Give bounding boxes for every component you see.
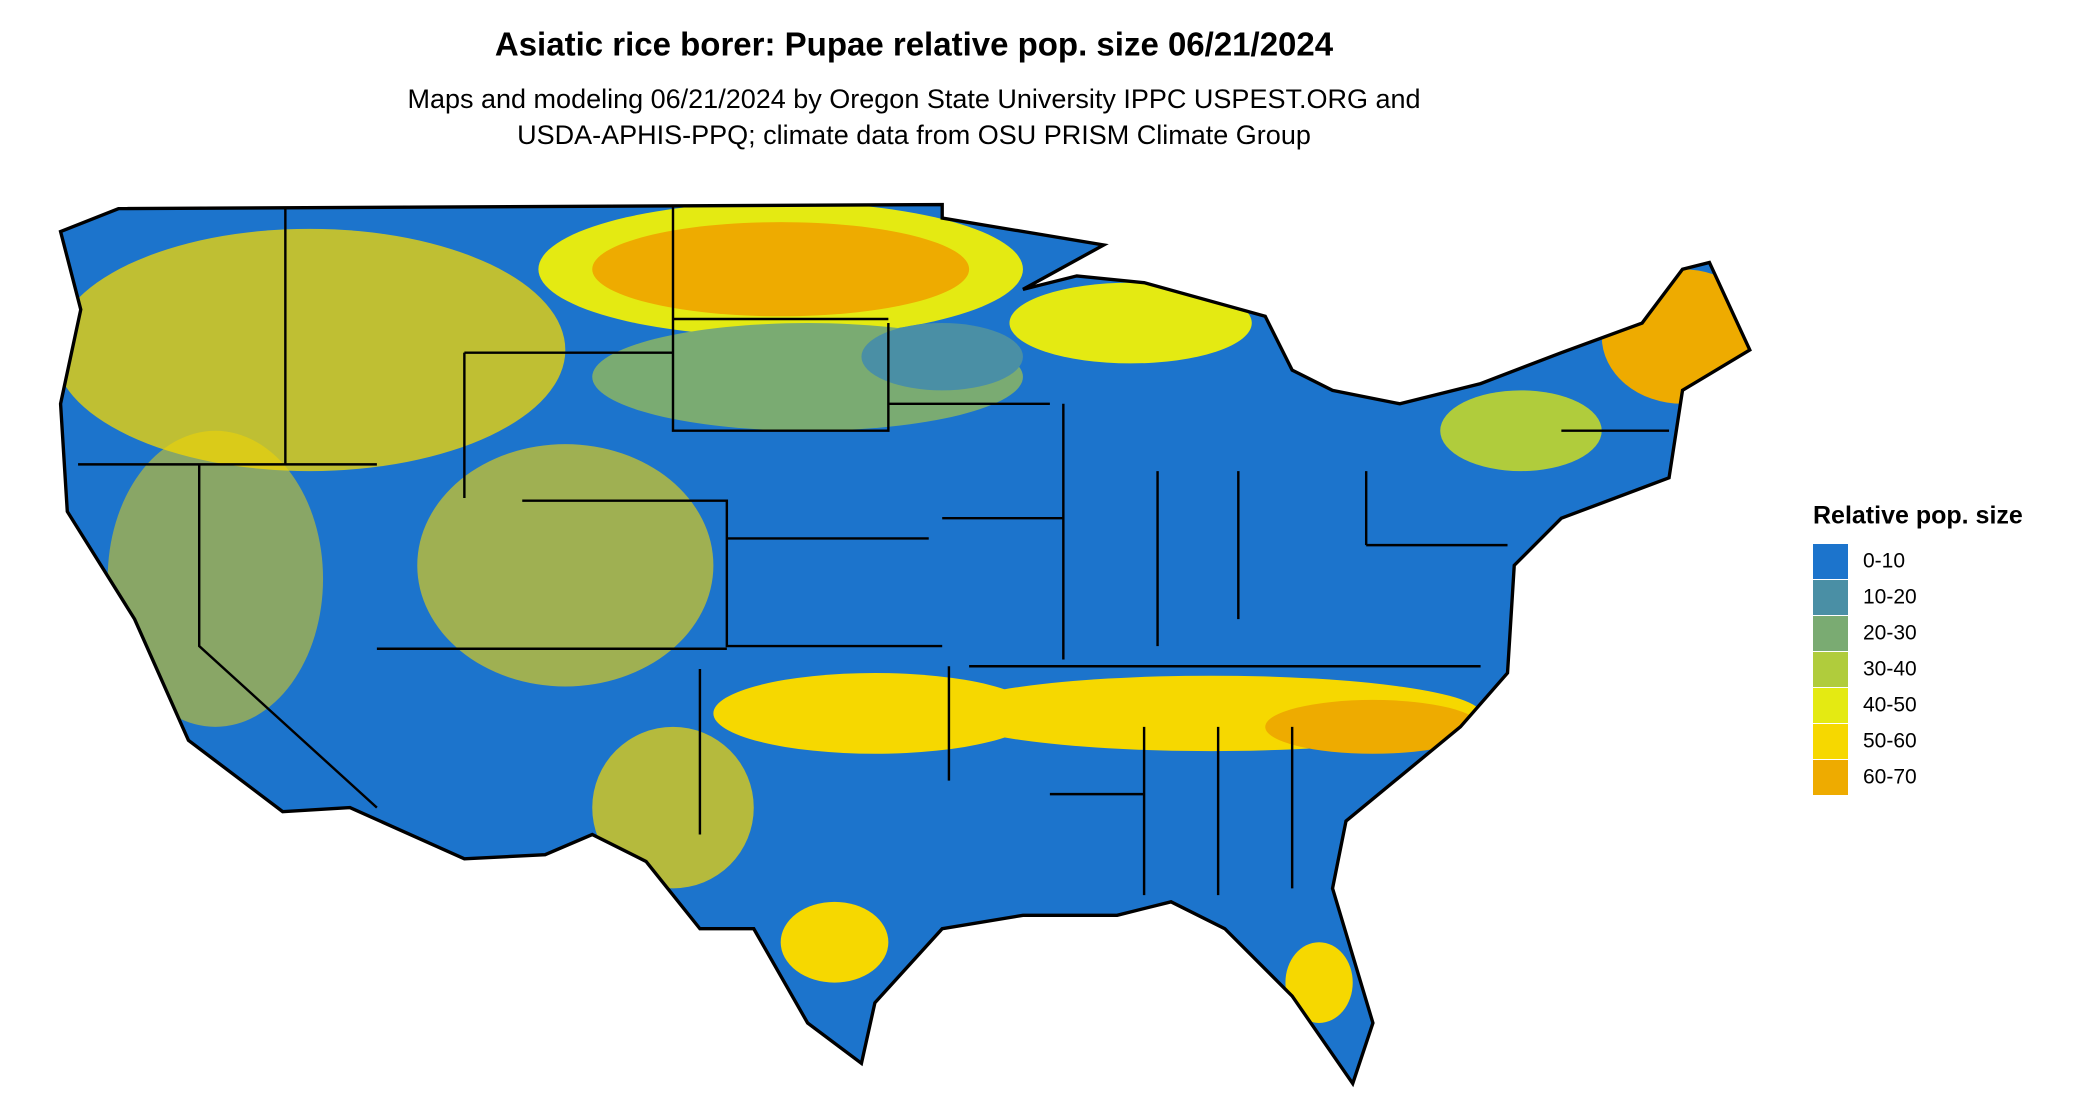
legend-swatch (1813, 616, 1848, 651)
legend: 0-10 10-20 20-30 30-40 40-50 50-60 60-70 (1813, 544, 1917, 795)
legend-label: 40-50 (1863, 694, 1917, 717)
legend-label: 0-10 (1863, 550, 1905, 573)
legend-label: 30-40 (1863, 658, 1917, 681)
state-borders (78, 204, 1670, 896)
legend-label: 10-20 (1863, 586, 1917, 609)
legend-swatch (1813, 688, 1848, 723)
title: Asiatic rice borer: Pupae relative pop. … (495, 26, 1334, 63)
legend-swatch (1813, 652, 1848, 687)
us-outline (58, 202, 1752, 1088)
subtitle: Maps and modeling 06/21/2024 by Oregon S… (407, 84, 1420, 114)
legend-swatch (1813, 760, 1848, 795)
subtitle: USDA-APHIS-PPQ; climate data from OSU PR… (517, 120, 1311, 150)
legend-swatch (1813, 580, 1848, 615)
legend-title: Relative pop. size (1813, 502, 2023, 530)
legend-label: 50-60 (1863, 730, 1917, 753)
legend-swatch (1813, 544, 1848, 579)
legend-label: 60-70 (1863, 766, 1917, 789)
legend-swatch (1813, 724, 1848, 759)
us-map (58, 202, 1752, 1088)
legend-label: 20-30 (1863, 622, 1917, 645)
